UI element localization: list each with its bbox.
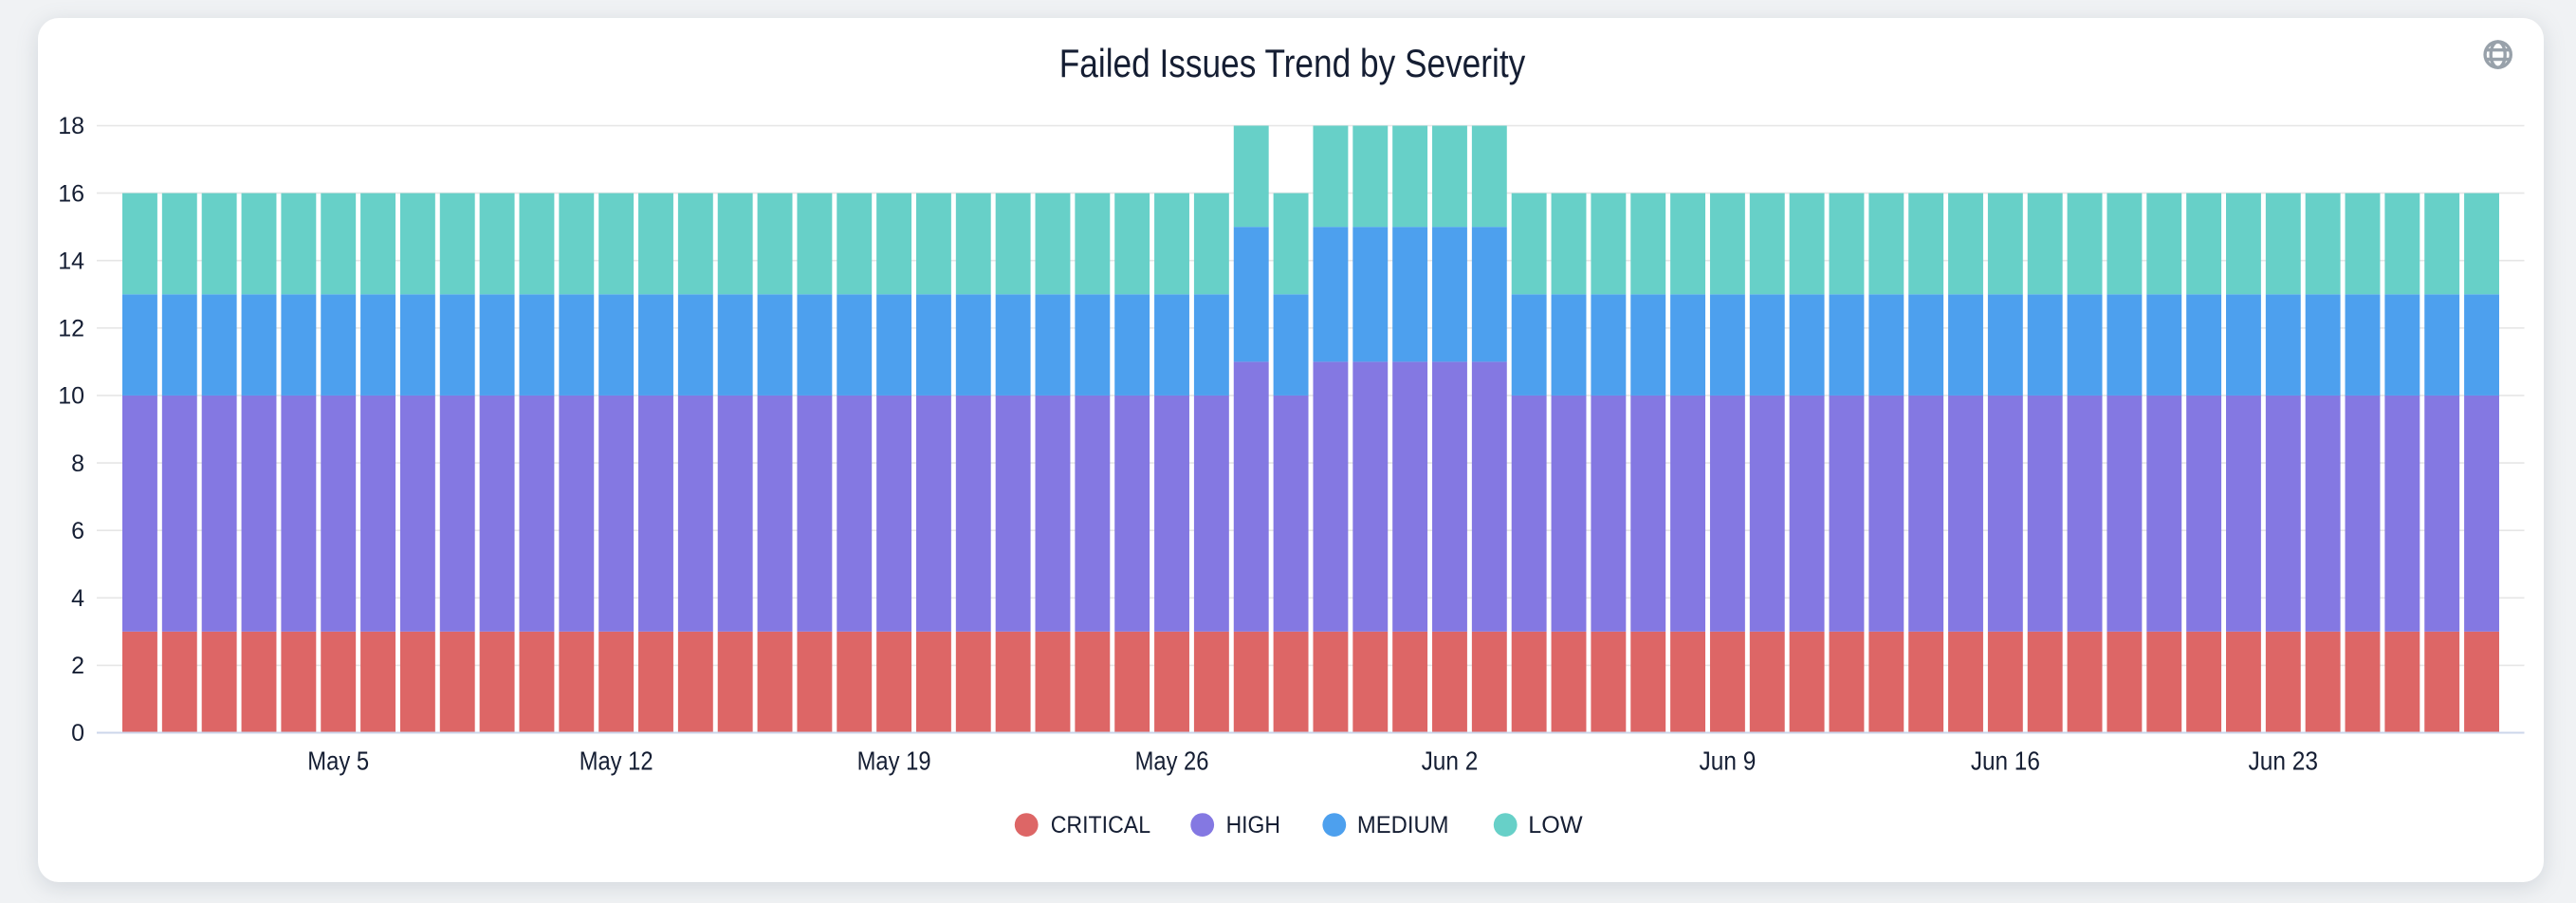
svg-text:Jun 16: Jun 16 — [1971, 746, 2040, 775]
svg-text:Jun 9: Jun 9 — [1700, 746, 1757, 775]
svg-text:HIGH: HIGH — [1226, 812, 1280, 838]
svg-text:14: 14 — [58, 248, 84, 274]
svg-text:10: 10 — [58, 383, 84, 410]
svg-text:May 26: May 26 — [1135, 746, 1209, 775]
svg-text:4: 4 — [71, 585, 84, 612]
svg-text:16: 16 — [58, 180, 84, 207]
svg-text:12: 12 — [58, 316, 84, 342]
svg-text:18: 18 — [58, 113, 84, 139]
svg-text:MEDIUM: MEDIUM — [1357, 812, 1449, 838]
svg-text:Jun 2: Jun 2 — [1422, 746, 1479, 775]
svg-text:2: 2 — [71, 653, 84, 679]
svg-text:CRITICAL: CRITICAL — [1051, 812, 1150, 838]
svg-text:8: 8 — [71, 451, 84, 477]
svg-text:LOW: LOW — [1528, 812, 1583, 838]
svg-text:May 19: May 19 — [857, 746, 931, 775]
svg-text:May 12: May 12 — [580, 746, 653, 775]
svg-text:6: 6 — [71, 518, 84, 544]
svg-text:0: 0 — [71, 720, 84, 746]
svg-text:Jun 23: Jun 23 — [2249, 746, 2319, 775]
svg-text:May 5: May 5 — [307, 746, 369, 775]
svg-text:Failed Issues Trend by Severit: Failed Issues Trend by Severity — [1059, 41, 1526, 85]
